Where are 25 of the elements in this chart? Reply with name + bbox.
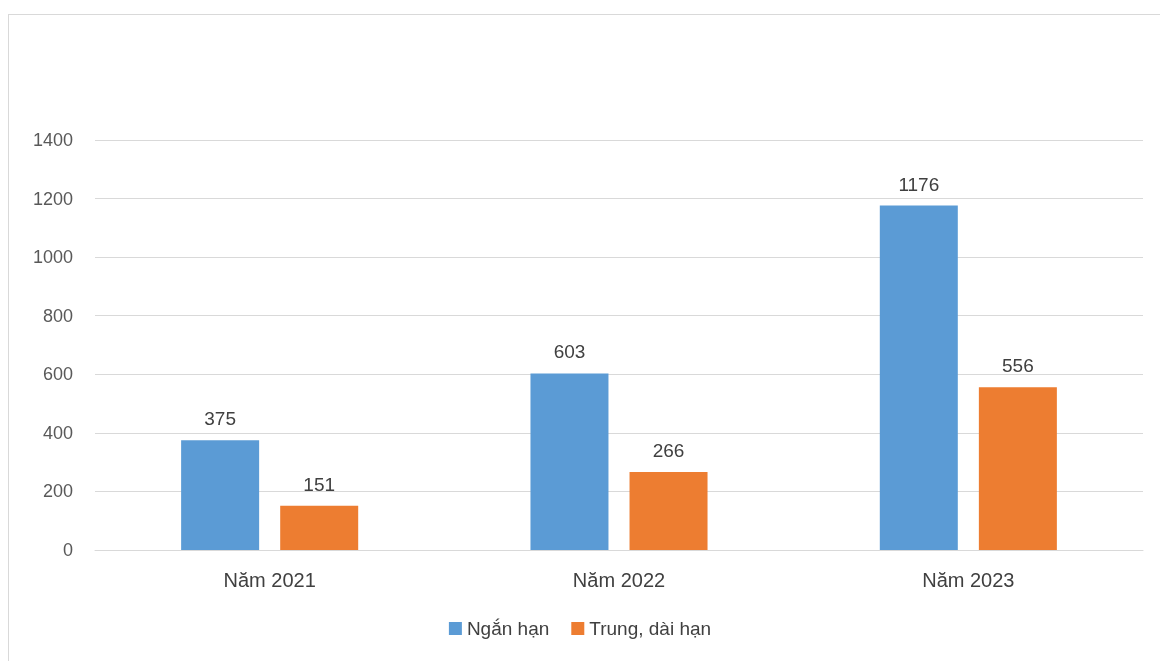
bar — [530, 373, 609, 550]
y-tick-label: 1000 — [32, 247, 73, 268]
bar — [181, 440, 260, 550]
data-label: 1176 — [898, 173, 940, 195]
data-label: 375 — [204, 408, 236, 430]
x-tick-label: Năm 2023 — [922, 569, 1015, 591]
y-tick-label: 1200 — [32, 188, 73, 209]
y-tick-label: 1400 — [32, 130, 73, 150]
data-label: 603 — [553, 341, 586, 363]
data-label: 266 — [652, 440, 685, 462]
y-tick-label: 200 — [42, 481, 73, 502]
data-label: 151 — [303, 473, 336, 495]
y-tick-label: 400 — [42, 422, 73, 443]
y-tick-label: 600 — [42, 364, 73, 385]
y-tick-label: 800 — [42, 305, 73, 326]
y-tick-label: 0 — [62, 540, 73, 560]
bar — [629, 472, 708, 550]
x-tick-label: Năm 2021 — [223, 569, 316, 591]
data-label: 556 — [1002, 355, 1034, 377]
legend-label: Ngắn hạn — [466, 618, 550, 639]
bar — [280, 505, 359, 550]
bar — [978, 387, 1057, 550]
bar — [879, 205, 958, 550]
legend-label: Trung, dài hạn — [589, 618, 712, 639]
x-tick-label: Năm 2022 — [572, 569, 666, 591]
